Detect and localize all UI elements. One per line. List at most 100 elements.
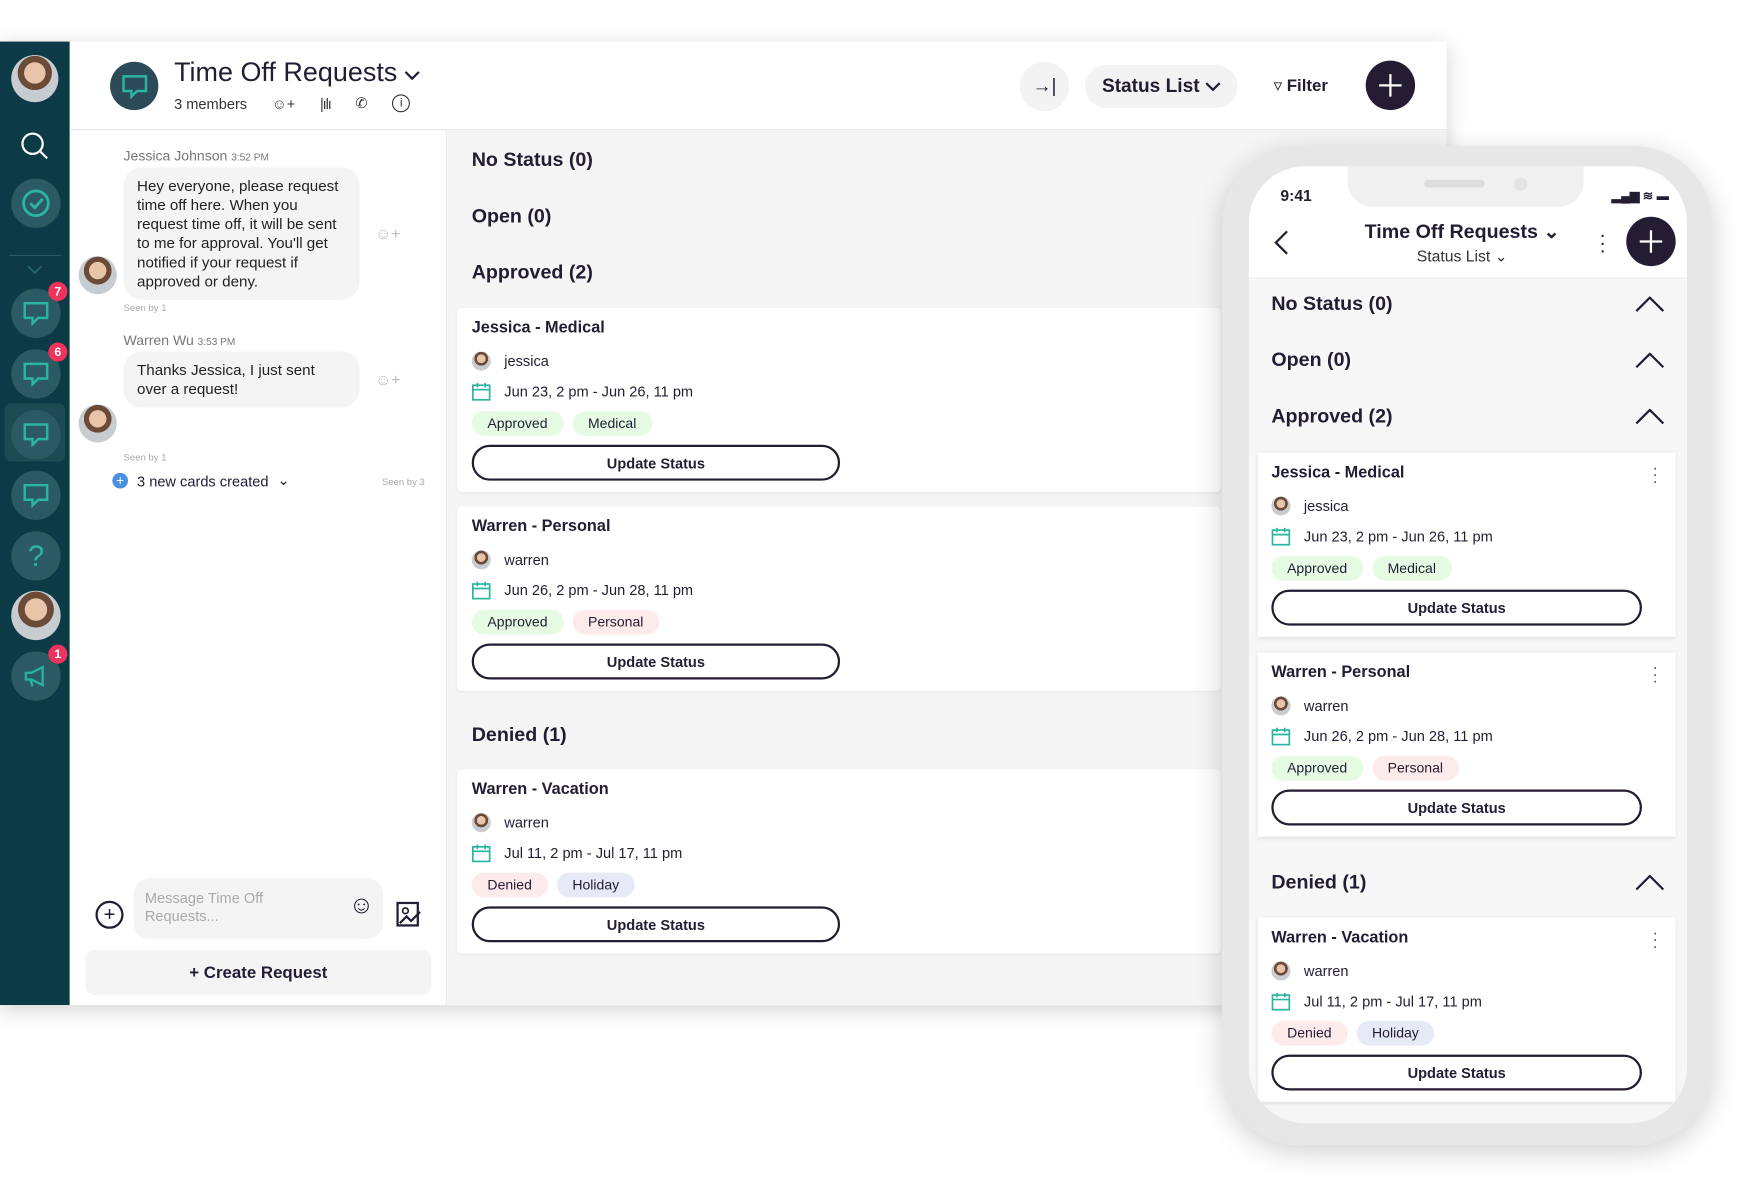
card-user: warren bbox=[504, 551, 549, 569]
phone-add-button[interactable] bbox=[1626, 216, 1676, 267]
image-upload-icon[interactable] bbox=[395, 901, 424, 932]
divider bbox=[1248, 277, 1687, 279]
cards-created-toggle[interactable]: +3 new cards created ⌄ bbox=[112, 471, 290, 490]
channel-button-2[interactable]: 6 bbox=[11, 342, 68, 399]
type-tag: Medical bbox=[1371, 555, 1452, 581]
add-reaction-icon[interactable]: ☺+ bbox=[375, 370, 401, 389]
unread-badge: 1 bbox=[48, 644, 68, 664]
view-select-label: Status List bbox=[1101, 75, 1200, 97]
collapse-chat-button[interactable]: →| bbox=[1019, 61, 1070, 112]
back-icon[interactable] bbox=[1274, 229, 1290, 256]
announcements-button[interactable]: 1 bbox=[11, 644, 68, 701]
chat-icon bbox=[23, 302, 49, 326]
update-status-button[interactable]: Update Status bbox=[1271, 589, 1642, 626]
filter-label: Filter bbox=[1286, 76, 1328, 96]
check-circle-icon bbox=[22, 189, 50, 218]
add-reaction-icon[interactable]: ☺+ bbox=[375, 224, 401, 243]
update-status-button[interactable]: Update Status bbox=[471, 643, 841, 680]
type-tag: Holiday bbox=[556, 872, 635, 898]
search-icon[interactable] bbox=[20, 131, 49, 160]
update-status-button[interactable]: Update Status bbox=[1271, 1054, 1642, 1091]
more-options-icon[interactable]: · · · bbox=[1599, 223, 1607, 262]
plus-circle-icon: + bbox=[112, 472, 129, 489]
view-select[interactable]: Status List bbox=[1084, 65, 1238, 108]
section-header[interactable]: Approved (2) bbox=[471, 260, 593, 284]
message-bubble: Hey everyone, please request time off he… bbox=[123, 167, 360, 300]
seen-indicator: Seen by 1 bbox=[123, 302, 167, 314]
section-header[interactable]: Approved (2) bbox=[1271, 404, 1665, 428]
stats-icon[interactable]: |ılı bbox=[319, 94, 332, 112]
card-title: Warren - Vacation bbox=[471, 780, 609, 799]
card-user: jessica bbox=[504, 352, 549, 370]
request-card[interactable]: Warren - Personal warren Jun 26, 2 pm - … bbox=[457, 506, 1221, 691]
message-time: 3:52 PM bbox=[231, 151, 269, 163]
chat-icon bbox=[23, 423, 49, 447]
phone-icon[interactable]: ✆ bbox=[355, 94, 368, 112]
phone-notch bbox=[1347, 166, 1584, 207]
request-card[interactable]: · · · Warren - Personal warren Jun 26, 2 p… bbox=[1257, 652, 1676, 837]
section-header[interactable]: Open (0) bbox=[471, 204, 552, 227]
request-card[interactable]: Jessica - Medical jessica Jun 23, 2 pm -… bbox=[457, 307, 1221, 492]
channel-title[interactable]: Time Off Requests bbox=[174, 57, 421, 88]
card-menu-icon[interactable]: · · · bbox=[1652, 458, 1658, 490]
request-card[interactable]: · · · Jessica - Medical jessica Jun 23, 2 … bbox=[1257, 452, 1676, 637]
create-request-button[interactable]: + Create Request bbox=[85, 950, 432, 996]
phone-title[interactable]: Time Off Requests ⌄ bbox=[1249, 220, 1687, 244]
message-placeholder: Message Time Off Requests... bbox=[144, 889, 264, 925]
phone-list: No Status (0) Open (0) Approved (2) · · · … bbox=[1248, 278, 1687, 1124]
section-title: No Status (0) bbox=[1271, 292, 1393, 315]
request-card[interactable]: · · · Warren - Vacation warren Jul 11, 2 p… bbox=[1257, 917, 1676, 1102]
section-title: Open (0) bbox=[1271, 348, 1352, 371]
chevron-down-icon bbox=[1205, 82, 1221, 92]
update-status-button[interactable]: Update Status bbox=[471, 444, 841, 481]
chevron-down-icon[interactable] bbox=[27, 264, 43, 275]
attach-button[interactable]: + bbox=[95, 900, 124, 929]
status-tag: Approved bbox=[471, 411, 564, 436]
cards-created-label: 3 new cards created bbox=[137, 472, 269, 490]
add-member-icon[interactable]: ☺+ bbox=[271, 94, 296, 112]
section-header[interactable]: No Status (0) bbox=[1271, 292, 1665, 316]
seen-indicator: Seen by 3 bbox=[381, 476, 425, 488]
card-menu-icon[interactable]: · · · bbox=[1652, 658, 1658, 690]
type-tag: Personal bbox=[1371, 755, 1459, 781]
info-icon[interactable]: i bbox=[392, 94, 411, 113]
members-count[interactable]: 3 members bbox=[174, 94, 248, 112]
phone-view-select[interactable]: Status List ⌄ bbox=[1249, 247, 1687, 266]
update-status-button[interactable]: Update Status bbox=[1271, 789, 1642, 826]
calendar-icon bbox=[471, 581, 491, 600]
user-avatar bbox=[471, 550, 491, 570]
request-card[interactable]: Warren - Vacation warren Jul 11, 2 pm - … bbox=[457, 769, 1221, 954]
card-title: Warren - Vacation bbox=[1271, 928, 1409, 947]
card-user: warren bbox=[504, 814, 549, 832]
card-menu-icon[interactable]: · · · bbox=[1652, 923, 1658, 955]
emoji-icon[interactable]: ☺ bbox=[348, 890, 374, 919]
channel-button-1[interactable]: 7 bbox=[11, 281, 68, 339]
card-title: Jessica - Medical bbox=[1271, 463, 1405, 482]
section-header[interactable]: Denied (1) bbox=[1271, 870, 1665, 894]
channel-icon bbox=[110, 61, 159, 111]
contact-avatar[interactable] bbox=[11, 590, 61, 641]
help-button[interactable]: ? bbox=[11, 531, 61, 581]
tasks-button[interactable] bbox=[11, 178, 61, 228]
channel-button-active[interactable] bbox=[11, 409, 61, 460]
calendar-icon bbox=[1271, 527, 1291, 546]
calendar-icon bbox=[471, 844, 491, 863]
type-tag: Holiday bbox=[1356, 1020, 1435, 1046]
message-input[interactable]: Message Time Off Requests... ☺ bbox=[133, 878, 383, 939]
update-status-button[interactable]: Update Status bbox=[471, 906, 841, 943]
filter-button[interactable]: ▿ Filter bbox=[1274, 75, 1328, 95]
user-avatar bbox=[1271, 696, 1291, 716]
section-header[interactable]: Denied (1) bbox=[471, 723, 567, 746]
section-header[interactable]: No Status (0) bbox=[471, 148, 593, 171]
plus-icon bbox=[1379, 74, 1402, 97]
add-button[interactable] bbox=[1365, 60, 1416, 111]
status-tag: Approved bbox=[1271, 555, 1363, 581]
phone-title-text: Time Off Requests bbox=[1364, 220, 1538, 243]
chevron-down-icon bbox=[405, 71, 421, 81]
section-title: Denied (1) bbox=[1271, 870, 1367, 893]
user-avatar[interactable] bbox=[11, 55, 59, 103]
section-header[interactable]: Open (0) bbox=[1271, 348, 1665, 372]
message-time: 3:53 PM bbox=[197, 335, 236, 348]
channel-button-4[interactable] bbox=[11, 470, 61, 520]
chevron-down-icon: ⌄ bbox=[277, 471, 290, 489]
